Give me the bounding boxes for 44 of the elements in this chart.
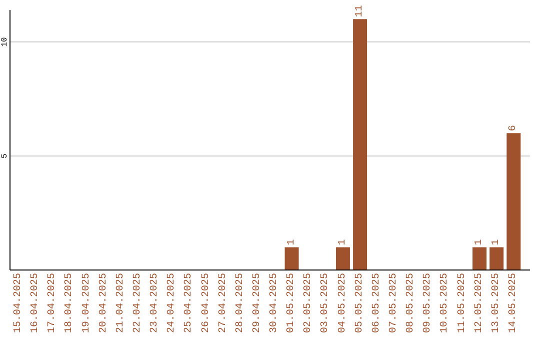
x-tick-label: 11.05.2025: [456, 273, 468, 334]
x-tick-label: 04.05.2025: [337, 273, 348, 334]
x-tick-label: 16.04.2025: [30, 273, 42, 334]
x-tick-label: 05.05.2025: [354, 273, 366, 334]
x-tick-label: 24.04.2025: [166, 273, 178, 334]
bar: [353, 19, 368, 270]
x-tick-label: 07.05.2025: [388, 273, 400, 334]
x-tick-label: 14.05.2025: [508, 273, 519, 334]
x-tick-label: 12.05.2025: [474, 273, 485, 334]
data-label: 6: [508, 125, 520, 132]
data-label: 1: [337, 239, 348, 246]
y-tick-label: 5: [0, 153, 10, 158]
x-tick-label: 17.04.2025: [47, 273, 58, 334]
x-tick-label: 10.05.2025: [440, 273, 451, 334]
y-tick-label: 10: [0, 36, 10, 47]
x-tick-label: 30.04.2025: [269, 273, 280, 334]
x-tick-label: 09.05.2025: [422, 273, 434, 334]
bar: [336, 247, 350, 270]
data-label: 1: [474, 239, 486, 246]
x-tick-label: 02.05.2025: [303, 273, 314, 334]
x-tick-label: 29.04.2025: [252, 273, 263, 334]
x-tick-label: 19.04.2025: [81, 273, 92, 334]
x-tick-label: 08.05.2025: [406, 273, 417, 334]
data-label: 1: [491, 239, 502, 246]
x-tick-label: 15.04.2025: [13, 273, 24, 334]
x-tick-label: 22.04.2025: [132, 273, 144, 334]
x-tick-label: 06.05.2025: [371, 273, 382, 334]
data-label: 11: [354, 5, 366, 18]
x-tick-label: 25.04.2025: [184, 273, 195, 334]
x-tick-label: 01.05.2025: [286, 273, 298, 334]
data-label: 1: [286, 239, 298, 246]
x-tick-label: 27.04.2025: [218, 273, 229, 334]
x-tick-label: 20.04.2025: [98, 273, 110, 334]
x-tick-label: 28.04.2025: [234, 273, 246, 334]
bar: [506, 133, 521, 270]
x-tick-label: 21.04.2025: [115, 273, 126, 334]
x-tick-label: 26.04.2025: [200, 273, 212, 334]
bar: [284, 247, 299, 270]
x-tick-label: 18.04.2025: [64, 273, 76, 334]
x-tick-label: 13.05.2025: [490, 273, 502, 334]
bar: [472, 247, 487, 270]
x-tick-label: 23.04.2025: [150, 273, 161, 334]
bar: [490, 247, 504, 270]
x-tick-label: 03.05.2025: [320, 273, 332, 334]
